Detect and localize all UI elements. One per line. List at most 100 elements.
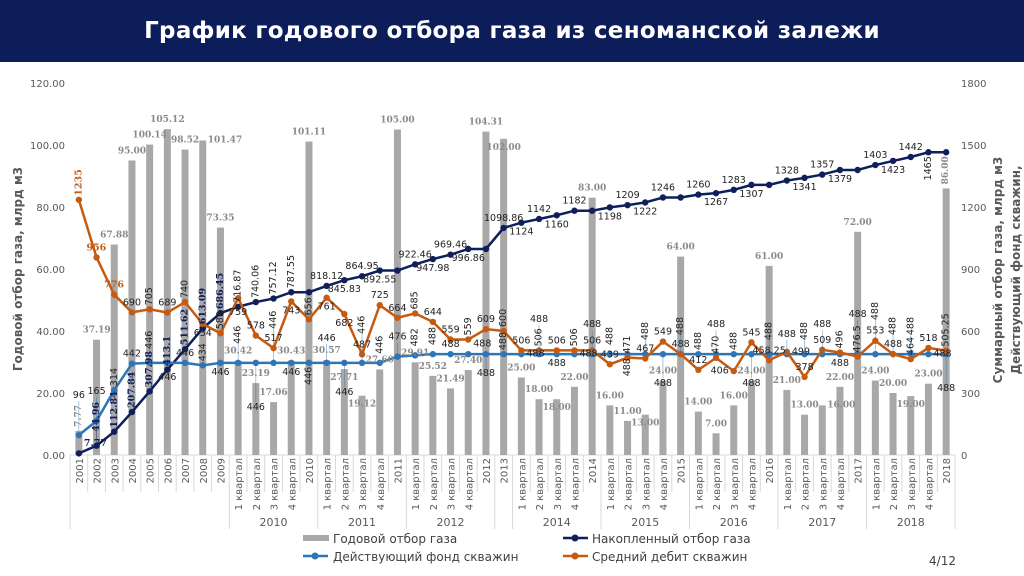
- point-cumulative: [411, 261, 419, 268]
- label-debit: 725: [371, 290, 389, 301]
- point-wells: [447, 350, 454, 358]
- point-debit: [164, 309, 171, 316]
- x-tick-label: 1 квартал: [234, 458, 245, 510]
- label-cumulative: 1423: [881, 165, 905, 176]
- label-wells: 446: [176, 348, 194, 359]
- point-cumulative: [677, 194, 684, 201]
- bar-value-label: 7.77: [74, 405, 84, 427]
- bar-annual-production: [570, 386, 578, 455]
- x-tick-label: 4 квартал: [464, 458, 475, 510]
- x-tick-label: 3 квартал: [818, 458, 829, 510]
- label-cumulative: 787.55: [286, 255, 297, 288]
- label-cumulative: 1267: [704, 197, 728, 208]
- bar-value-label: 24.00: [861, 367, 889, 377]
- bar-annual-production: [641, 414, 649, 455]
- line-series: [75, 149, 950, 457]
- point-cumulative: [872, 161, 879, 169]
- point-cumulative: [588, 207, 596, 214]
- point-cumulative: [836, 166, 844, 174]
- label-debit: 956: [86, 242, 106, 253]
- label-cumulative: 947.98: [416, 263, 449, 274]
- point-debit: [288, 298, 295, 305]
- label-debit: 467: [636, 343, 654, 354]
- label-cumulative: 307.98: [144, 351, 155, 388]
- point-cumulative: [730, 186, 737, 194]
- bar-value-label: 30.43: [277, 347, 305, 357]
- bar-annual-production: [429, 375, 437, 455]
- point-cumulative: [305, 289, 313, 296]
- bar-annual-production: [340, 369, 348, 455]
- point-cumulative: [323, 282, 330, 290]
- bar-value-label: 18.00: [543, 403, 571, 413]
- point-wells: [111, 386, 118, 394]
- x-group-label: 2010: [260, 516, 288, 529]
- bar-annual-production: [75, 430, 83, 455]
- point-wells: [695, 350, 702, 358]
- label-wells: 488: [707, 319, 725, 330]
- bar-annual-production: [411, 362, 419, 455]
- point-debit: [465, 336, 472, 343]
- bar-value-label: 13.00: [790, 401, 818, 411]
- label-wells: 488: [583, 319, 601, 330]
- point-cumulative: [288, 289, 295, 296]
- point-cumulative: [606, 204, 614, 211]
- label-cumulative: 1328: [775, 166, 799, 177]
- x-tick-label: 2017: [854, 458, 865, 483]
- label-debit: 545: [742, 327, 760, 338]
- label-wells: 488: [548, 358, 566, 369]
- label-cumulative: 1142: [527, 204, 551, 215]
- label-debit: 761: [318, 302, 336, 313]
- point-wells: [128, 360, 136, 367]
- point-cumulative: [111, 428, 118, 435]
- x-tick-label: 2018: [942, 458, 953, 483]
- point-debit: [429, 318, 437, 326]
- point-wells: [305, 359, 313, 367]
- point-cumulative: [889, 157, 897, 165]
- point-cumulative: [234, 303, 242, 311]
- label-wells: 446: [268, 311, 279, 329]
- label-wells: 488: [764, 322, 775, 340]
- label-wells: 488: [622, 358, 633, 376]
- bar-value-label: 95.00: [118, 147, 146, 157]
- label-debit: 644: [424, 307, 442, 318]
- label-debit: 506: [512, 335, 530, 346]
- label-wells: 488: [728, 332, 739, 350]
- bar-annual-production: [287, 360, 295, 455]
- label-debit: 705: [144, 287, 155, 305]
- label-wells: 446: [374, 336, 385, 354]
- point-cumulative: [429, 255, 437, 263]
- point-cumulative: [748, 181, 755, 189]
- label-debit: 685: [410, 291, 421, 309]
- bar-value-label: 37.19: [82, 326, 110, 336]
- label-wells: 488: [654, 378, 672, 389]
- bar-value-label: 101.11: [292, 128, 326, 138]
- point-cumulative: [447, 251, 454, 258]
- bar-value-label: 17.06: [259, 388, 287, 398]
- label-debit: 509: [813, 335, 831, 346]
- bar-value-label: 83.00: [578, 184, 606, 194]
- label-debit: 559: [441, 324, 459, 335]
- point-wells: [925, 350, 932, 358]
- label-debit: 600: [498, 309, 509, 327]
- point-debit: [518, 347, 525, 354]
- label-debit: 634: [194, 328, 212, 339]
- x-tick-label: 1 квартал: [606, 458, 617, 510]
- bar-annual-production: [907, 396, 915, 455]
- label-debit: 664: [388, 303, 406, 314]
- x-group-label: 2011: [348, 516, 376, 529]
- point-debit: [712, 354, 720, 362]
- label-cumulative: 1260: [686, 180, 710, 191]
- point-cumulative: [358, 273, 366, 280]
- point-cumulative: [482, 245, 490, 253]
- x-tick-label: 2 квартал: [889, 458, 900, 510]
- point-wells: [288, 359, 295, 367]
- label-debit: 656: [303, 297, 314, 315]
- point-debit: [553, 347, 560, 354]
- bar-value-label: 18.00: [525, 385, 553, 395]
- label-cumulative: 845.83: [328, 284, 361, 295]
- bar-annual-production: [836, 386, 844, 455]
- point-wells: [376, 359, 383, 367]
- label-wells: 488: [870, 302, 881, 320]
- label-wells: 488: [530, 314, 548, 325]
